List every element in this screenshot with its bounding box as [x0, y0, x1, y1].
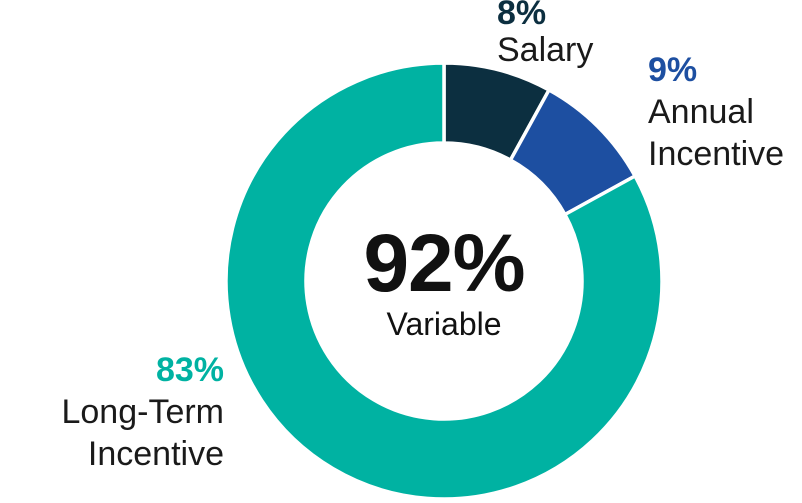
label-salary-percentage: 8% — [497, 0, 547, 32]
label-annual-incentive: 9% Annual Incentive — [648, 49, 802, 175]
label-long-term-incentive-name: Long-Term Incentive — [61, 393, 224, 473]
label-salary-name: Salary — [497, 31, 594, 69]
donut-center-label: 92% Variable — [363, 218, 525, 343]
donut-slice-long-term-incentive — [224, 61, 664, 501]
label-annual-incentive-percentage: 9% — [648, 51, 698, 89]
label-long-term-incentive-percentage: 83% — [155, 351, 224, 389]
label-salary: 8% Salary — [497, 0, 593, 69]
label-annual-incentive-name: Annual Incentive — [648, 93, 785, 173]
center-percentage: 92% — [363, 218, 525, 309]
label-long-term-incentive: 83% Long-Term Incentive — [24, 349, 224, 475]
center-caption: Variable — [386, 306, 502, 342]
